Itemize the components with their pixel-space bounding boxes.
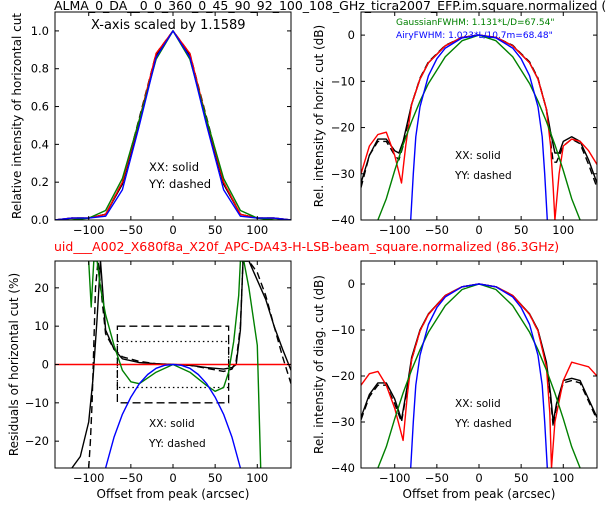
- annotation-text: GaussianFWHM: 1.131*L/D=67.54": [396, 18, 554, 28]
- plot-area: [55, 30, 291, 220]
- figure-top-title: ALMA_0_DA__0_0_360_0_45_90_92_100_108_GH…: [54, 0, 606, 13]
- annotation-text: XX: solid: [455, 150, 501, 162]
- y-tick-label: 0.8: [31, 62, 49, 76]
- series-line-1: [88, 261, 291, 468]
- y-tick-label: −20: [331, 121, 355, 135]
- y-axis-label: Rel. intensity of diag. cut (dB): [312, 275, 326, 454]
- x-tick-label: 50: [514, 471, 529, 485]
- chart-panels: −100 −50 0 50 1000.00.20.40.60.81.0Relative …: [7, 11, 598, 501]
- y-tick-label: 0: [42, 358, 49, 372]
- x-tick-label: −50: [119, 471, 143, 485]
- series-line-3: [88, 261, 262, 468]
- plot-area: [361, 283, 597, 468]
- y-tick-label: 0: [348, 28, 355, 42]
- y-tick-label: −10: [25, 396, 49, 410]
- y-tick-label: −40: [331, 461, 355, 475]
- x-tick-label: 50: [208, 471, 223, 485]
- y-tick-label: −10: [331, 74, 355, 88]
- x-axis-label: Offset from peak (arcsec): [403, 487, 556, 501]
- x-tick-label: 100: [552, 471, 574, 485]
- y-axis-label: Residuals of horizontal cut (%): [7, 273, 21, 456]
- x-tick-label: 100: [552, 223, 574, 237]
- x-tick-label: −50: [425, 223, 449, 237]
- series-line-4: [410, 34, 548, 220]
- x-tick-label: 100: [246, 223, 268, 237]
- figure-mid-title: uid___A002_X680f8a_X20f_APC-DA43-H-LSB-b…: [54, 239, 559, 254]
- x-tick-label: −50: [425, 471, 449, 485]
- annotation-text: YY: dashed: [148, 438, 206, 450]
- y-tick-label: 10: [34, 319, 49, 333]
- series-line-3: [55, 30, 291, 220]
- x-tick-label: 0: [169, 471, 176, 485]
- y-tick-label: 0.2: [31, 175, 49, 189]
- y-tick-label: 0.6: [31, 100, 49, 114]
- y-tick-label: 0.0: [31, 213, 49, 227]
- series-line-1: [361, 34, 597, 188]
- x-tick-label: 50: [208, 223, 223, 237]
- y-tick-label: 1.0: [31, 24, 49, 38]
- series-line-4: [104, 363, 242, 468]
- x-tick-label: 0: [475, 223, 482, 237]
- annotation-text: X-axis scaled by 1.1589: [91, 18, 246, 33]
- y-tick-label: 0: [348, 277, 355, 291]
- x-tick-label: −50: [119, 223, 143, 237]
- chart-diag_db: −100 −50 0 50 100 0 −10 −20 −30 −40 Rel. intensity…: [312, 260, 598, 501]
- y-axis-label: Rel. intensity of horiz. cut (dB): [312, 25, 326, 207]
- series-line-2: [55, 30, 291, 220]
- y-tick-label: −30: [331, 167, 355, 181]
- annotation-text: YY: dashed: [454, 418, 512, 430]
- series-line-4: [55, 30, 291, 220]
- y-tick-label: 0.4: [31, 137, 49, 151]
- y-tick-label: −20: [331, 369, 355, 383]
- chart-horiz_db: −100 −50 0 50 100 0 −10 −20 −30 −40 Rel. intensity…: [312, 11, 598, 237]
- series-line-1: [55, 30, 291, 220]
- axes-frame: [360, 260, 598, 469]
- x-tick-label: −100: [73, 223, 105, 237]
- x-tick-label: −100: [73, 471, 105, 485]
- x-tick-label: −100: [379, 471, 411, 485]
- y-axis-label: Relative intensity of horizontal cut: [10, 13, 24, 219]
- y-tick-label: −20: [25, 434, 49, 448]
- x-axis-label: Offset from peak (arcsec): [97, 487, 250, 501]
- series-line-0: [55, 30, 291, 220]
- y-tick-label: −10: [331, 323, 355, 337]
- x-tick-label: −100: [379, 223, 411, 237]
- plot-area: [55, 261, 291, 468]
- chart-horizontal_cut: −100 −50 0 50 100 0.0 0.2 0.4 0.6 0.8 1.0 Relative …: [10, 11, 292, 237]
- annotation-text: XX: solid: [149, 160, 199, 174]
- y-tick-label: −40: [331, 213, 355, 227]
- annotation-text: XX: solid: [149, 418, 195, 430]
- annotation-text: AiryFWHM: 1.023*L/10.7m=68.48": [396, 31, 553, 41]
- annotation-text: YY: dashed: [148, 177, 211, 191]
- x-tick-label: 0: [169, 223, 176, 237]
- series-line-4: [410, 283, 548, 468]
- series-line-2: [361, 34, 597, 220]
- y-tick-label: −30: [331, 415, 355, 429]
- threshold-box-dotted: [116, 340, 230, 389]
- plot-area: [361, 34, 597, 220]
- x-tick-label: 0: [475, 471, 482, 485]
- series-line-2: [361, 283, 597, 468]
- annotation-text: XX: solid: [455, 398, 501, 410]
- axes-frame: [360, 11, 598, 221]
- x-tick-label: 100: [246, 471, 268, 485]
- annotation-text: YY: dashed: [454, 170, 512, 182]
- x-tick-label: 50: [514, 223, 529, 237]
- y-tick-label: 20: [34, 281, 49, 295]
